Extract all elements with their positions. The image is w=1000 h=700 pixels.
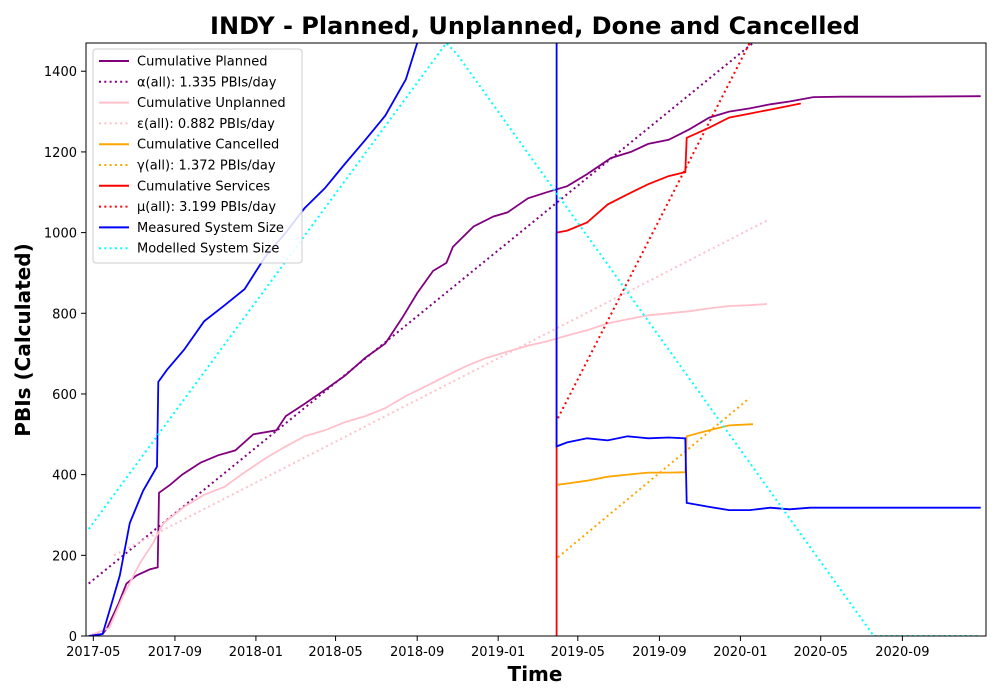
series-line-cumulative-services [555, 102, 801, 636]
y-tick-label: 1000 [44, 227, 77, 242]
series-line-cumulative-planned [88, 95, 981, 636]
legend-box [92, 48, 303, 264]
plot-frame [85, 42, 987, 637]
x-tick-label: 2018-01 [229, 645, 283, 660]
x-axis-label: Time [508, 662, 563, 686]
x-tick-label: 2020-05 [794, 645, 848, 660]
x-tick-label: 2020-01 [713, 645, 767, 660]
x-tick-label: 2020-09 [875, 645, 929, 660]
legend-label: Cumulative Unplanned [137, 96, 286, 111]
legend-label: Modelled System Size [137, 242, 279, 257]
legend-label: α(all): 1.335 PBIs/day [137, 75, 277, 90]
y-tick-label: 1400 [44, 65, 77, 80]
series-line-all-0-882-pbis-day [113, 219, 768, 557]
y-axis-label: PBIs (Calculated) [11, 243, 35, 436]
y-tick-label: 600 [52, 388, 77, 403]
x-tick-label: 2017-09 [148, 645, 202, 660]
y-tick-label: 800 [52, 307, 77, 322]
x-tick-label: 2019-09 [632, 645, 686, 660]
legend-label: Cumulative Services [137, 179, 270, 194]
legend-label: μ(all): 3.199 PBIs/day [137, 200, 276, 215]
series-line-cumulative-cancelled [557, 423, 754, 486]
legend-label: Measured System Size [137, 221, 284, 236]
series-line-all-3-199-pbis-day [557, 43, 751, 419]
legend-label: ε(all): 0.882 PBIs/day [137, 117, 275, 132]
series-line-cumulative-unplanned [88, 303, 768, 636]
x-tick-label: 2018-05 [308, 645, 362, 660]
legend-label: Cumulative Cancelled [137, 138, 279, 153]
series-layer [87, 43, 981, 636]
x-tick-label: 2018-09 [390, 645, 444, 660]
series-line-measured-system-size [88, 43, 419, 636]
y-tick-label: 0 [69, 630, 77, 645]
x-tick-label: 2019-05 [551, 645, 605, 660]
x-tick-label: 2019-01 [471, 645, 525, 660]
y-tick-label: 200 [52, 549, 77, 564]
legend: Cumulative Planned α(all): 1.335 PBIs/day… [92, 48, 303, 264]
series-line-measured-system-size-after-reset [555, 43, 981, 512]
legend-label: Cumulative Planned [137, 55, 267, 70]
legend-label: γ(all): 1.372 PBIs/day [137, 159, 276, 174]
chart-title: INDY - Planned, Unplanned, Done and Canc… [210, 12, 860, 40]
y-tick-label: 400 [52, 469, 77, 484]
axes-layer: 2017-05 2017-09 2018-01 2018-05 2018-09 2019-… [44, 42, 987, 660]
series-line-all-1-372-pbis-day [557, 397, 751, 559]
x-tick-label: 2017-05 [66, 645, 120, 660]
y-tick-label: 1200 [44, 146, 77, 161]
